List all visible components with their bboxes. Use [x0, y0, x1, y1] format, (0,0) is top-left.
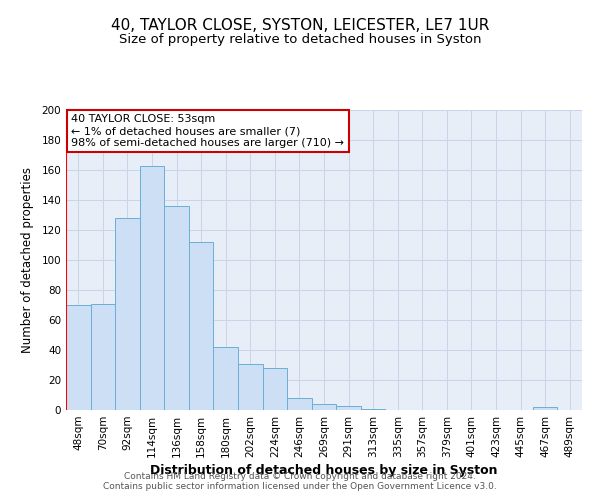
- Text: 40 TAYLOR CLOSE: 53sqm
← 1% of detached houses are smaller (7)
98% of semi-detac: 40 TAYLOR CLOSE: 53sqm ← 1% of detached …: [71, 114, 344, 148]
- Bar: [214, 347, 238, 410]
- Text: 40, TAYLOR CLOSE, SYSTON, LEICESTER, LE7 1UR: 40, TAYLOR CLOSE, SYSTON, LEICESTER, LE7…: [111, 18, 489, 32]
- Bar: [115, 218, 140, 410]
- Bar: [140, 166, 164, 410]
- Bar: [312, 404, 336, 410]
- Bar: [66, 305, 91, 410]
- Bar: [533, 407, 557, 410]
- Bar: [91, 304, 115, 410]
- Bar: [238, 364, 263, 410]
- Text: Contains HM Land Registry data © Crown copyright and database right 2024.: Contains HM Land Registry data © Crown c…: [124, 472, 476, 481]
- Text: Size of property relative to detached houses in Syston: Size of property relative to detached ho…: [119, 32, 481, 46]
- Bar: [361, 408, 385, 410]
- Bar: [336, 406, 361, 410]
- Bar: [263, 368, 287, 410]
- Bar: [164, 206, 189, 410]
- Bar: [287, 398, 312, 410]
- Bar: [189, 242, 214, 410]
- Text: Contains public sector information licensed under the Open Government Licence v3: Contains public sector information licen…: [103, 482, 497, 491]
- Y-axis label: Number of detached properties: Number of detached properties: [22, 167, 34, 353]
- X-axis label: Distribution of detached houses by size in Syston: Distribution of detached houses by size …: [150, 464, 498, 477]
